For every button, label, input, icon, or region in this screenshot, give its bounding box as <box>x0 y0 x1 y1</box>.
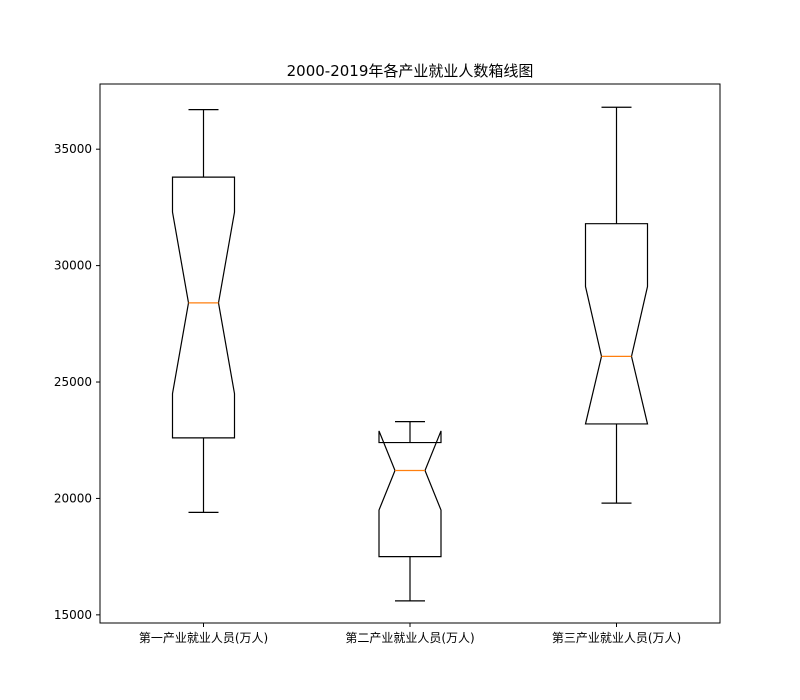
box-group <box>171 106 649 602</box>
notched-box <box>378 430 442 558</box>
y-tick-label: 25000 <box>54 375 92 389</box>
x-tick-label: 第一产业就业人员(万人) <box>139 631 268 645</box>
y-tick-label: 20000 <box>54 491 92 505</box>
y-tick-label: 30000 <box>54 259 92 273</box>
y-axis: 15000 20000 25000 30000 35000 <box>54 142 100 622</box>
notched-box <box>584 223 649 425</box>
notched-box <box>171 176 236 439</box>
x-tick-label: 第二产业就业人员(万人) <box>345 631 474 645</box>
x-tick-label: 第三产业就业人员(万人) <box>552 631 681 645</box>
y-tick-label: 15000 <box>54 608 92 622</box>
x-axis: 第一产业就业人员(万人) 第二产业就业人员(万人) 第三产业就业人员(万人) <box>139 623 681 645</box>
y-tick-label: 35000 <box>54 142 92 156</box>
chart-title: 2000-2019年各产业就业人数箱线图 <box>287 62 534 80</box>
plot-frame <box>99 83 721 624</box>
